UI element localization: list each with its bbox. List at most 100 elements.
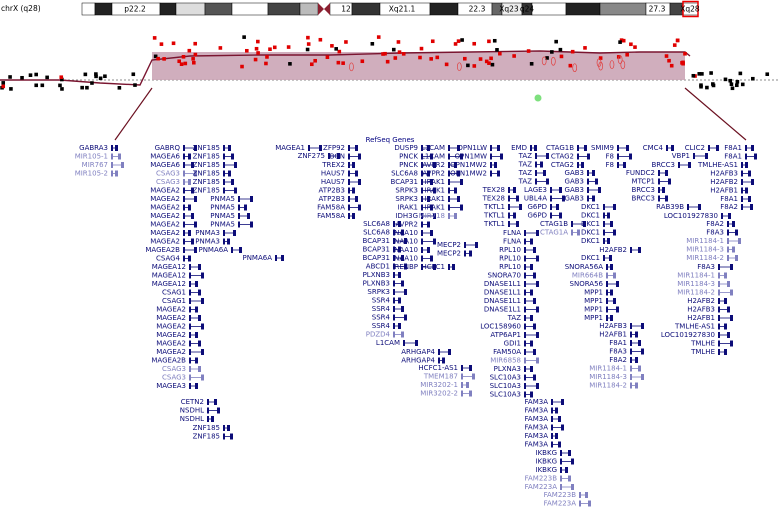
gene-exon xyxy=(234,187,237,194)
gene-exon xyxy=(718,315,720,321)
outlier-point xyxy=(617,55,623,64)
gene-exon xyxy=(671,145,674,151)
gene-exon xyxy=(421,230,423,236)
gene-label: ATP2B3 xyxy=(319,195,345,203)
gene-exon xyxy=(724,298,727,304)
gene-exon xyxy=(577,145,579,151)
gene-exon xyxy=(497,170,500,177)
gene-exon xyxy=(393,238,395,244)
gene-exon xyxy=(524,247,526,253)
gene-exon xyxy=(183,247,185,253)
gene-exon xyxy=(536,332,539,338)
gene-exon xyxy=(508,212,510,219)
gene-label: AVPR2 xyxy=(422,170,445,178)
gene-label: H2AFB3 xyxy=(599,322,627,330)
segment-line xyxy=(0,50,691,86)
gene-label: FAM3A xyxy=(525,424,549,432)
gene-exon xyxy=(398,297,401,304)
gene-exon xyxy=(457,196,460,202)
gene-label: BCAP31 xyxy=(363,237,390,245)
gene-label: DNASE1L1 xyxy=(484,297,521,305)
gene-exon xyxy=(630,340,632,346)
gene-label: FAM3A xyxy=(525,398,549,406)
gene-exon xyxy=(191,213,194,219)
gene-label: RAB39B xyxy=(656,203,684,211)
gene-label: MAGEA2B xyxy=(145,246,180,254)
gene-exon xyxy=(533,298,536,304)
gene-label: CSAG3 xyxy=(162,374,186,382)
gene-exon xyxy=(630,348,632,355)
gene-exon xyxy=(191,238,194,245)
gene-exon xyxy=(403,340,405,346)
gene-exon xyxy=(401,331,404,338)
probe-point xyxy=(381,52,385,56)
gene-label: MIR3202-2 xyxy=(420,390,458,398)
gene-exon xyxy=(727,229,729,236)
probe-point xyxy=(336,60,341,65)
gene-exon xyxy=(358,153,361,160)
gene-exon xyxy=(524,230,526,236)
gene-exon xyxy=(751,179,754,185)
gene-exon xyxy=(189,323,191,330)
gene-label: ZNF185 xyxy=(193,153,220,161)
gene-exon xyxy=(718,272,720,279)
gene-exon xyxy=(705,153,708,159)
probe-point xyxy=(242,35,246,39)
probe-point xyxy=(133,83,137,87)
gene-exon xyxy=(401,280,404,287)
gene-label: MAGEA2 xyxy=(156,306,186,314)
gene-exon xyxy=(609,255,612,261)
gene-label: ZNF185 xyxy=(193,144,220,152)
gene-exon xyxy=(189,357,191,364)
gene-exon xyxy=(189,315,191,321)
probe-point xyxy=(683,51,687,56)
gene-label: MAGEA2 xyxy=(150,204,180,212)
gene-exon xyxy=(401,255,404,261)
gene-exon xyxy=(550,204,552,210)
probe-point xyxy=(487,61,491,65)
gene-exon xyxy=(524,315,526,321)
gene-exon xyxy=(421,179,423,185)
gene-exon xyxy=(530,366,533,372)
gene-exon xyxy=(189,272,191,279)
gene-label: H2AFB1 xyxy=(710,187,738,195)
gene-exon xyxy=(630,357,632,363)
gene-exon xyxy=(188,179,191,185)
gene-exon xyxy=(516,195,519,202)
gene-exon xyxy=(708,145,710,151)
gene-exon xyxy=(404,263,407,270)
gene-exon xyxy=(550,187,552,193)
gene-exon xyxy=(234,162,237,168)
ideogram-band xyxy=(204,2,233,16)
gene-label: F8A1 xyxy=(609,339,627,347)
gene-label: MIR1184-2 xyxy=(589,382,627,390)
gene-label: CSAG3 xyxy=(162,365,186,373)
gene-exon xyxy=(194,196,197,202)
gene-label: MIR1184-1 xyxy=(589,365,627,373)
gene-exon xyxy=(565,467,568,473)
gene-exon xyxy=(610,264,613,270)
probe-point xyxy=(240,64,244,69)
gene-label: DNASE1L1 xyxy=(484,306,521,314)
gene-label: SNORA70 xyxy=(488,272,521,280)
gene-exon xyxy=(524,366,526,372)
gene-exon xyxy=(741,162,743,168)
gene-exon xyxy=(393,280,395,287)
probe-point xyxy=(187,48,192,53)
probe-point xyxy=(179,62,184,66)
outlier-point xyxy=(609,60,615,69)
gene-exon xyxy=(745,153,747,160)
probe-point xyxy=(418,55,422,60)
probe-point xyxy=(90,81,94,85)
gene-label: MAGEA2 xyxy=(150,238,180,246)
band-label: Xq23 xyxy=(499,5,519,14)
gene-exon xyxy=(452,264,455,270)
gene-exon xyxy=(223,145,225,151)
probe-point xyxy=(393,56,398,60)
gene-exon xyxy=(194,170,197,177)
gene-exon xyxy=(490,153,492,160)
gene-label: FAM3A xyxy=(525,441,549,449)
gene-exon xyxy=(183,179,185,185)
probe-point xyxy=(558,47,563,52)
gene-label: PLXNA3 xyxy=(494,365,521,373)
